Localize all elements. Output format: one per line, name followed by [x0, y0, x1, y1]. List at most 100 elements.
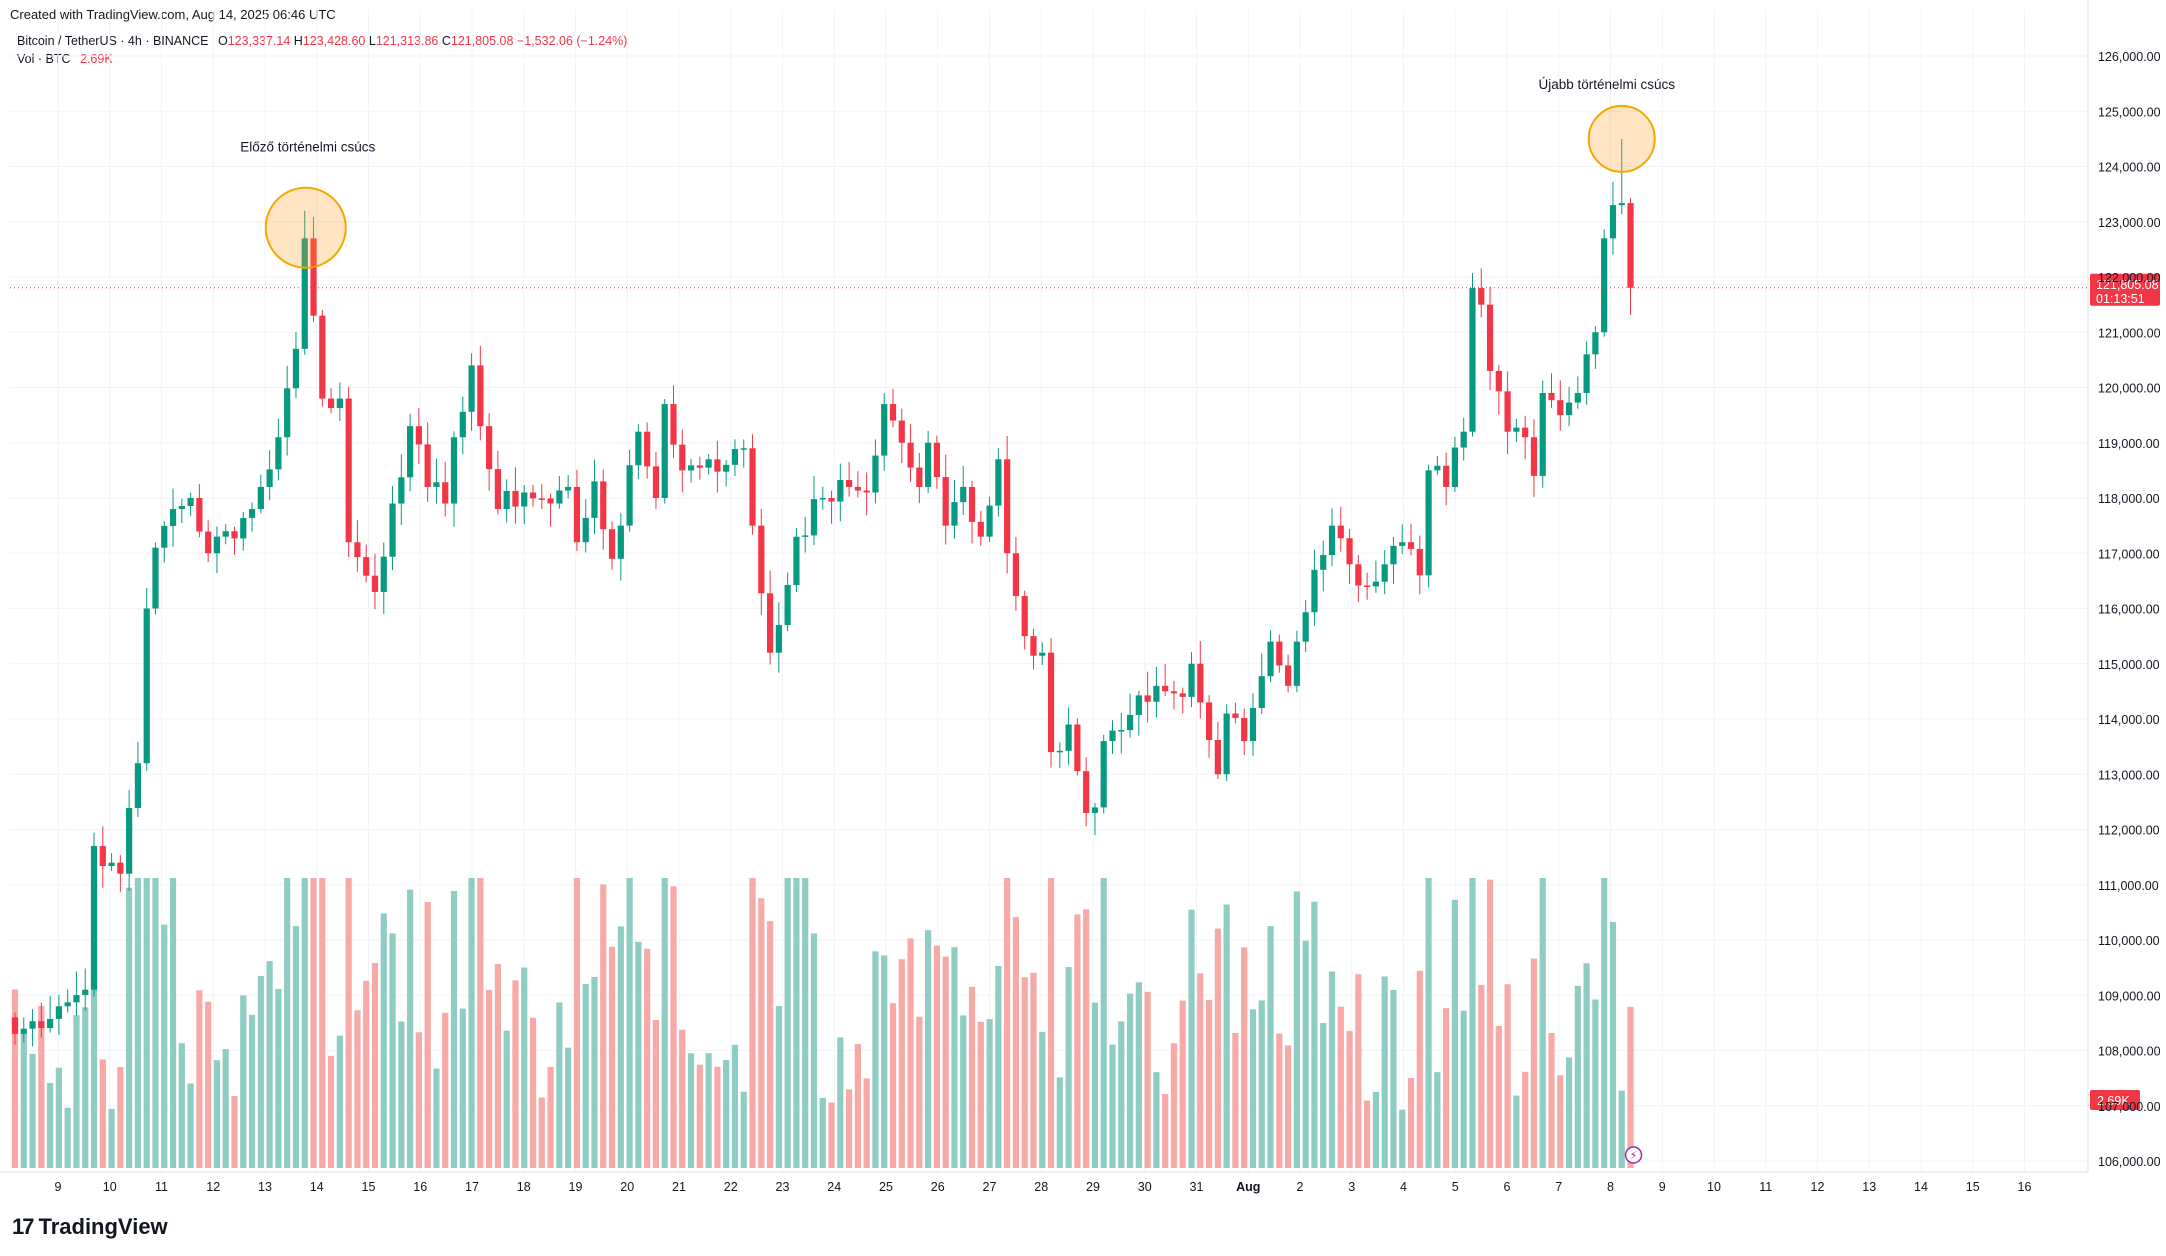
- volume-bar: [503, 1030, 510, 1168]
- candle-body: [1469, 288, 1476, 432]
- volume-bar: [301, 878, 308, 1168]
- volume-bar: [942, 956, 949, 1168]
- y-tick-label: 115,000.00: [2098, 658, 2160, 672]
- candle-body: [1425, 470, 1432, 576]
- candlesticks: [11, 138, 1634, 1047]
- volume-bar: [284, 878, 291, 1168]
- volume-bar: [1548, 1032, 1555, 1168]
- candle-body: [1346, 538, 1353, 565]
- volume-bar: [1249, 1009, 1257, 1168]
- x-tick-label: 8: [1607, 1180, 1614, 1194]
- volume-bar: [1478, 984, 1485, 1168]
- candle-body: [898, 420, 905, 443]
- x-tick-label: 2: [1297, 1180, 1304, 1194]
- tradingview-logo[interactable]: 17 TradingView: [12, 1214, 168, 1240]
- candle-body: [1504, 391, 1511, 432]
- volume-bar: [1434, 1072, 1441, 1168]
- candle-body: [968, 486, 976, 522]
- volume-bar: [1118, 1021, 1125, 1168]
- symbol-name[interactable]: Bitcoin / TetherUS · 4h · BINANCE: [17, 34, 209, 48]
- candle-body: [1399, 542, 1406, 546]
- volume-bar: [538, 1097, 545, 1168]
- candle-body: [635, 431, 642, 466]
- volume-bar: [565, 1047, 572, 1168]
- volume-bar: [1381, 976, 1388, 1168]
- x-tick-label: 16: [2018, 1180, 2032, 1194]
- candle-body: [126, 807, 133, 874]
- volume-bar: [731, 1044, 739, 1168]
- volume-bar: [635, 941, 642, 1168]
- volume-bars: [11, 878, 1634, 1168]
- volume-bar: [29, 1053, 36, 1168]
- candle-body: [679, 444, 686, 471]
- volume-bar: [345, 878, 352, 1168]
- high-value: 123,428.60: [302, 34, 366, 48]
- candle-body: [108, 862, 115, 867]
- candle-body: [292, 348, 300, 389]
- volume-bar: [977, 1021, 984, 1168]
- x-tick-label: 14: [1914, 1180, 1928, 1194]
- x-tick-label: 29: [1086, 1180, 1100, 1194]
- volume-bar: [626, 878, 633, 1168]
- new-ath-label: Újabb történelmi csúcs: [1538, 77, 1675, 92]
- candle-body: [310, 238, 317, 316]
- volume-bar: [512, 980, 519, 1168]
- x-tick-label: 30: [1138, 1180, 1152, 1194]
- candle-body: [933, 442, 940, 478]
- candle-body: [573, 486, 581, 543]
- volume-bar: [1346, 1031, 1353, 1168]
- candle-body: [819, 498, 826, 500]
- y-tick-label: 122,000.00: [2098, 271, 2161, 285]
- candle-body: [1144, 695, 1151, 702]
- candle-body: [775, 625, 782, 653]
- volume-bar: [275, 988, 282, 1168]
- volume-bar: [1293, 891, 1300, 1168]
- candle-body: [1065, 724, 1072, 751]
- volume-bar: [1232, 1033, 1239, 1168]
- candle-body: [169, 509, 177, 526]
- candle-body: [371, 575, 379, 592]
- candle-body: [1451, 447, 1459, 487]
- candle-body: [1258, 676, 1265, 708]
- candle-body: [521, 492, 528, 507]
- volume-bar: [1153, 1072, 1160, 1168]
- volume-bar: [951, 947, 958, 1168]
- candle-body: [82, 989, 89, 996]
- volume-bar: [1337, 1006, 1344, 1168]
- created-with-label: Created with TradingView.com, Aug 14, 20…: [10, 7, 336, 22]
- candle-body: [1565, 402, 1573, 416]
- candle-body: [503, 490, 510, 510]
- high-label: H: [293, 34, 303, 48]
- volume-bar: [222, 1049, 229, 1168]
- volume-bar: [1197, 973, 1204, 1168]
- candle-body: [450, 437, 458, 504]
- volume-bar: [257, 975, 264, 1168]
- volume-bar: [231, 1095, 238, 1168]
- candle-body: [38, 1021, 45, 1028]
- x-tick-label: 18: [517, 1180, 531, 1194]
- candle-body: [389, 503, 396, 557]
- x-tick-label: 14: [310, 1180, 324, 1194]
- candle-body: [248, 509, 256, 518]
- candle-body: [1012, 553, 1020, 597]
- volume-bar: [20, 1033, 27, 1168]
- volume-bar: [837, 1037, 844, 1168]
- volume-bar: [108, 1108, 115, 1168]
- x-tick-label: 7: [1555, 1180, 1562, 1194]
- change-value: −1,532.06 (−1.24%): [516, 34, 628, 48]
- candle-body: [1364, 585, 1371, 588]
- volume-bar: [363, 980, 370, 1168]
- volume-bar: [117, 1066, 124, 1168]
- candle-body: [1004, 459, 1011, 554]
- candle-body: [433, 482, 440, 487]
- close-value: 121,805.08: [450, 34, 514, 48]
- candle-body: [477, 365, 484, 427]
- x-tick-label: 13: [1862, 1180, 1876, 1194]
- candle-body: [1188, 663, 1195, 697]
- volume-bar: [775, 1006, 782, 1168]
- volume-bar: [1372, 1091, 1379, 1168]
- candle-body: [1170, 691, 1178, 694]
- tradingview-logo-icon: 17: [12, 1214, 35, 1239]
